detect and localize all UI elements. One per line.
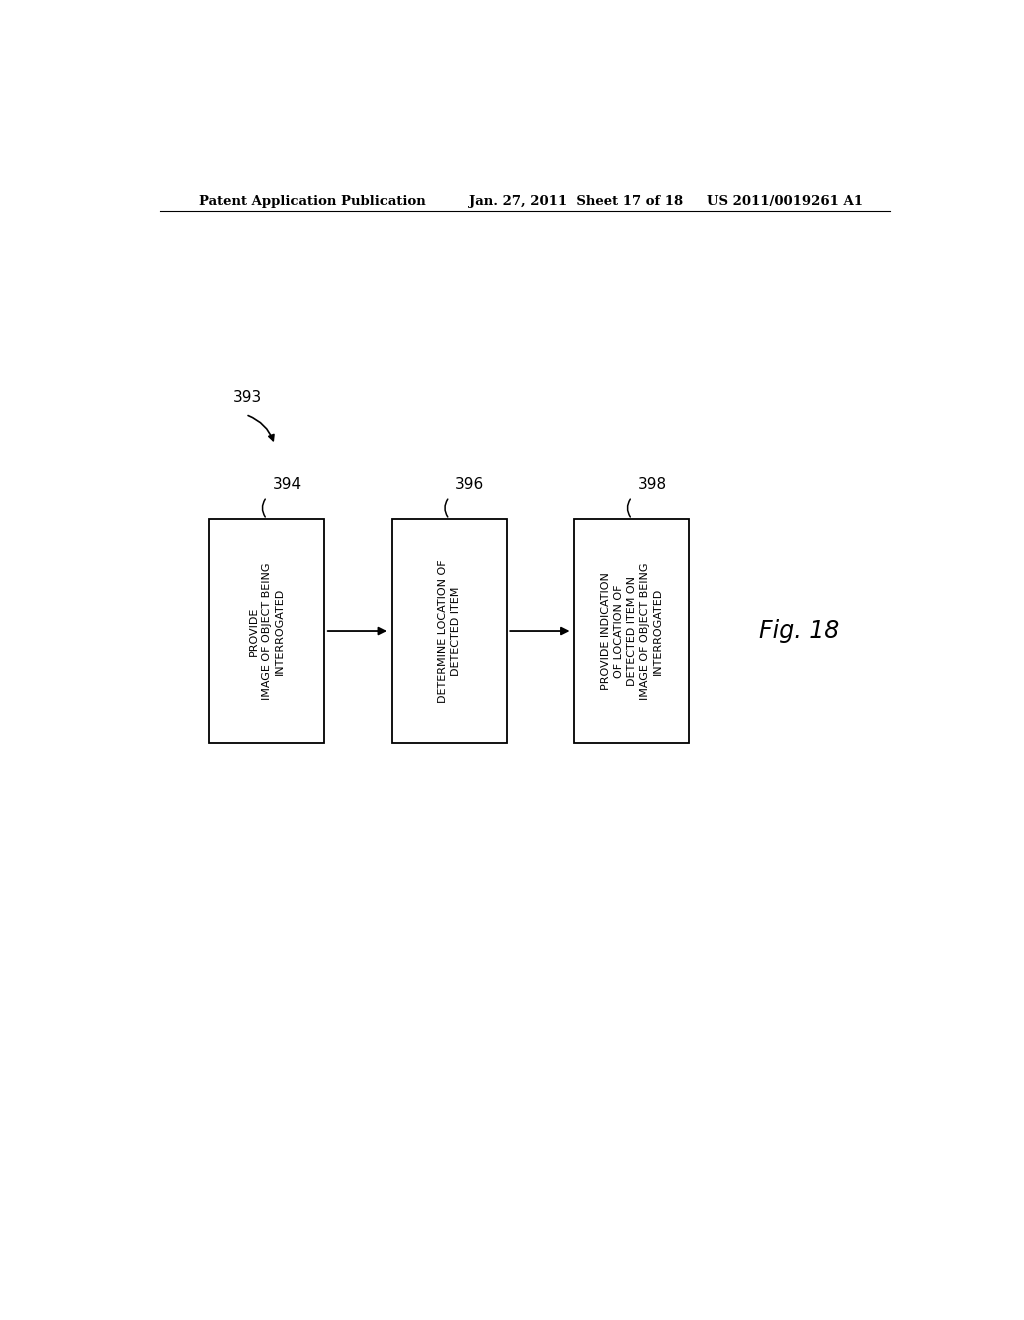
Text: Jan. 27, 2011  Sheet 17 of 18: Jan. 27, 2011 Sheet 17 of 18: [469, 194, 683, 207]
FancyArrowPatch shape: [628, 499, 631, 517]
Text: DETERMINE LOCATION OF
DETECTED ITEM: DETERMINE LOCATION OF DETECTED ITEM: [438, 560, 461, 702]
FancyArrowPatch shape: [445, 499, 447, 517]
FancyArrowPatch shape: [262, 499, 265, 517]
Text: PROVIDE INDICATION
OF LOCATION OF
DETECTED ITEM ON
IMAGE OF OBJECT BEING
INTERRO: PROVIDE INDICATION OF LOCATION OF DETECT…: [600, 562, 664, 700]
Text: PROVIDE
IMAGE OF OBJECT BEING
INTERROGATED: PROVIDE IMAGE OF OBJECT BEING INTERROGAT…: [249, 562, 285, 700]
Text: 396: 396: [455, 477, 484, 492]
FancyArrowPatch shape: [510, 628, 567, 635]
Text: Patent Application Publication: Patent Application Publication: [200, 194, 426, 207]
Text: Fig. 18: Fig. 18: [759, 619, 839, 643]
Text: 398: 398: [638, 477, 667, 492]
Text: 394: 394: [272, 477, 301, 492]
Text: US 2011/0019261 A1: US 2011/0019261 A1: [708, 194, 863, 207]
FancyArrowPatch shape: [328, 628, 385, 635]
Bar: [574, 519, 689, 743]
Bar: [392, 519, 507, 743]
FancyArrowPatch shape: [248, 416, 274, 441]
Bar: [209, 519, 325, 743]
Text: 393: 393: [232, 391, 262, 405]
